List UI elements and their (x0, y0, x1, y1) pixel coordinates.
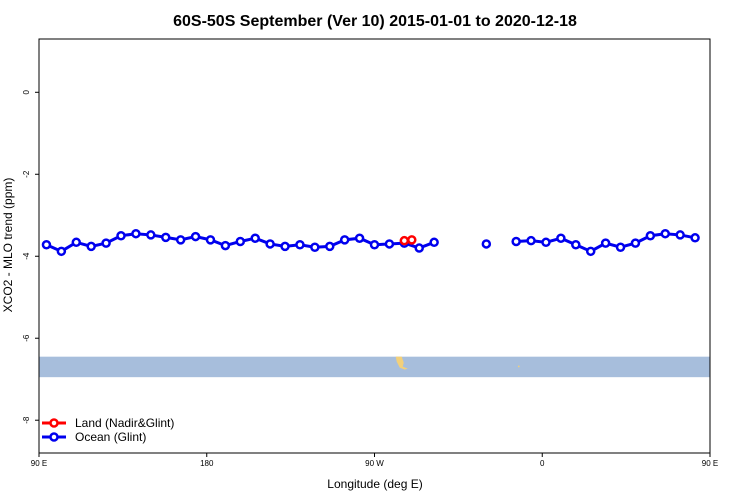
x-tick-label: 90 E (702, 459, 718, 468)
data-point (101, 238, 111, 248)
land-patch (395, 356, 408, 370)
ocean-band (39, 356, 710, 378)
data-point (310, 242, 320, 252)
series-layer (41, 228, 700, 257)
y-tick-label: -2 (22, 170, 31, 178)
data-point (295, 240, 305, 250)
data-point (660, 228, 671, 239)
legend-item: Land (Nadir&Glint) (42, 416, 174, 430)
data-point (511, 236, 521, 247)
legend-item: Ocean (Glint) (42, 430, 146, 444)
legend-label: Land (Nadir&Glint) (75, 416, 174, 430)
legend-label: Ocean (Glint) (75, 430, 146, 444)
data-point (265, 239, 275, 249)
data-point (571, 240, 581, 250)
data-point (86, 241, 96, 252)
data-point (630, 238, 641, 248)
data-point (205, 235, 216, 245)
chart-title: 60S-50S September (Ver 10) 2015-01-01 to… (173, 13, 577, 30)
data-point (56, 246, 67, 257)
data-point (71, 237, 82, 248)
data-point (481, 239, 492, 249)
data-point (325, 241, 335, 252)
y-axis: 0 -2 -4 -6 -8 (22, 90, 39, 424)
series-ocean-glint- (41, 228, 700, 257)
x-tick-label: 90 E (31, 459, 47, 468)
x-tick-label: 180 (200, 459, 214, 468)
y-tick-label: 0 (22, 90, 31, 95)
data-point (41, 240, 52, 250)
map-band-layer (39, 356, 710, 378)
y-tick-label: -8 (22, 416, 31, 424)
x-axis-label: Longitude (deg E) (327, 477, 422, 491)
data-point (600, 238, 611, 248)
data-point (541, 237, 551, 248)
land-speck (518, 365, 520, 368)
data-point (369, 240, 380, 250)
data-point (407, 235, 417, 245)
data-point (280, 241, 290, 252)
data-point (339, 235, 350, 245)
data-point (675, 230, 685, 240)
data-point (160, 232, 171, 243)
x-tick-label: 90 W (365, 459, 384, 468)
data-point (354, 233, 365, 243)
data-point (116, 231, 126, 241)
data-point (190, 231, 201, 242)
data-point (556, 233, 566, 243)
data-point (615, 242, 626, 252)
legend-swatch-marker (49, 432, 59, 442)
legend-swatch-marker (49, 418, 59, 428)
data-point (250, 233, 260, 243)
series-land-nadir-glint- (399, 235, 417, 246)
y-axis-label: XCO2 - MLO trend (ppm) (1, 178, 15, 313)
data-point (585, 246, 596, 257)
data-point (690, 233, 700, 243)
data-point (414, 243, 424, 253)
data-point (220, 240, 231, 251)
data-point (235, 236, 246, 247)
data-point (645, 231, 656, 241)
x-tick-label: 0 (540, 459, 545, 468)
y-tick-label: -4 (22, 252, 31, 260)
data-point (131, 228, 141, 239)
data-point (175, 235, 186, 245)
data-point (526, 235, 536, 246)
data-point (146, 230, 156, 240)
y-tick-label: -6 (22, 334, 31, 342)
legend: Land (Nadir&Glint)Ocean (Glint) (42, 416, 174, 444)
data-point (384, 239, 395, 249)
data-point (429, 237, 439, 248)
data-point (399, 235, 410, 246)
x-axis: 90 E 180 90 W 0 90 E (31, 452, 718, 468)
